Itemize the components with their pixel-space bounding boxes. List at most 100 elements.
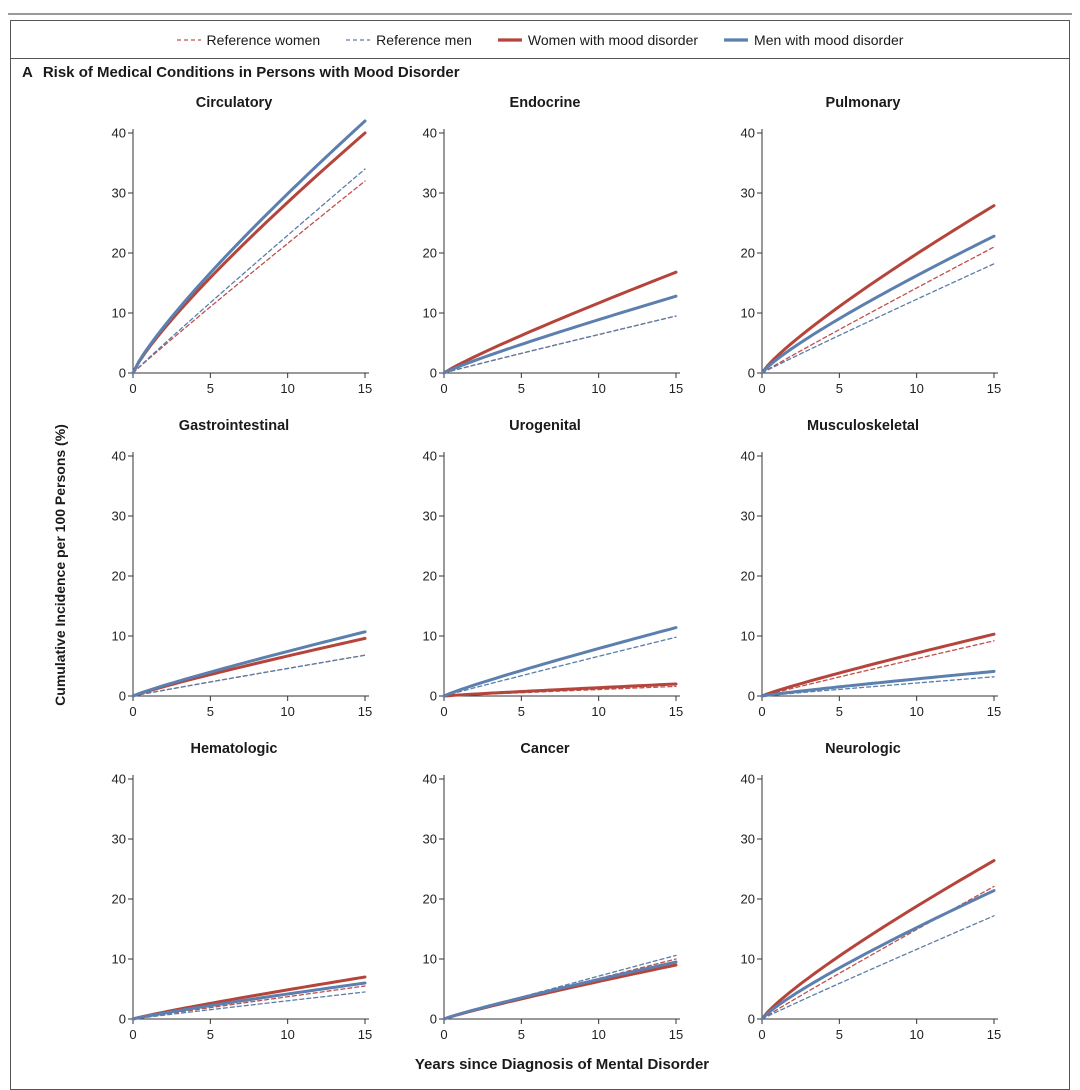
x-tick-label-pulmonary: 15 (987, 381, 1001, 396)
series-line-men-musculoskeletal (760, 669, 996, 698)
x-tick-label-endocrine: 10 (591, 381, 605, 396)
y-tick-label-neurologic: 40 (741, 772, 755, 787)
y-tick-label-urogenital: 40 (423, 449, 437, 464)
x-tick-label-endocrine: 15 (669, 381, 683, 396)
x-tick-label-circulatory: 10 (280, 381, 294, 396)
series-line-women-neurologic (760, 859, 996, 1021)
series-line-men-gastrointestinal (131, 630, 367, 698)
x-tick-label-cancer: 10 (591, 1027, 605, 1042)
series-line-ref-men-urogenital (443, 636, 677, 697)
series-line-women-gastrointestinal (131, 636, 367, 698)
y-tick-label-pulmonary: 0 (748, 366, 755, 381)
series-line-women-musculoskeletal (760, 632, 996, 698)
legend: Reference women Reference men Women with… (0, 28, 1080, 52)
y-tick-label-endocrine: 20 (423, 246, 437, 261)
panel-title-pulmonary: Pulmonary (826, 95, 901, 111)
legend-swatch-women-mood (497, 37, 522, 43)
panel-title-musculoskeletal: Musculoskeletal (807, 418, 919, 434)
series-line-men-endocrine (442, 294, 678, 375)
y-tick-label-cancer: 30 (423, 832, 437, 847)
panel-letter: A (22, 64, 33, 81)
y-tick-label-musculoskeletal: 40 (741, 449, 755, 464)
series-line-ref-men-cancer (443, 954, 677, 1020)
x-tick-label-gastrointestinal: 0 (129, 704, 136, 719)
legend-entry-men-mood: Men with mood disorder (724, 32, 903, 48)
y-tick-label-neurologic: 30 (741, 832, 755, 847)
y-tick-label-endocrine: 10 (423, 306, 437, 321)
y-tick-label-neurologic: 20 (741, 892, 755, 907)
series-line-men-pulmonary (760, 234, 996, 375)
y-tick-label-hematologic: 30 (112, 832, 126, 847)
y-tick-label-urogenital: 0 (430, 689, 437, 704)
x-tick-label-urogenital: 10 (591, 704, 605, 719)
y-tick-label-gastrointestinal: 30 (112, 509, 126, 524)
legend-label-men-mood: Men with mood disorder (754, 32, 904, 48)
y-tick-label-pulmonary: 20 (741, 246, 755, 261)
y-tick-label-musculoskeletal: 20 (741, 569, 755, 584)
x-tick-label-neurologic: 10 (909, 1027, 923, 1042)
panel-title-cancer: Cancer (520, 741, 570, 757)
x-tick-label-gastrointestinal: 10 (280, 704, 294, 719)
y-tick-label-gastrointestinal: 40 (112, 449, 126, 464)
y-tick-label-urogenital: 30 (423, 509, 437, 524)
x-tick-label-pulmonary: 5 (836, 381, 843, 396)
x-tick-label-circulatory: 5 (207, 381, 214, 396)
x-tick-label-musculoskeletal: 0 (758, 704, 765, 719)
y-tick-label-neurologic: 0 (748, 1012, 755, 1027)
top-rule (8, 13, 1072, 15)
panel-title: Risk of Medical Conditions in Persons wi… (42, 64, 460, 81)
legend-label-women-mood: Women with mood disorder (527, 32, 699, 48)
legend-swatch-men-mood (724, 37, 749, 43)
y-tick-label-hematologic: 20 (112, 892, 126, 907)
y-tick-label-gastrointestinal: 0 (119, 689, 126, 704)
x-tick-label-gastrointestinal: 5 (207, 704, 214, 719)
x-tick-label-urogenital: 0 (440, 704, 447, 719)
series-line-men-hematologic (131, 981, 367, 1021)
y-tick-label-urogenital: 10 (423, 629, 437, 644)
series-line-women-urogenital (442, 682, 678, 698)
series-line-women-circulatory (131, 131, 367, 375)
panel-title-circulatory: Circulatory (196, 95, 273, 111)
x-tick-label-neurologic: 5 (836, 1027, 843, 1042)
x-tick-label-musculoskeletal: 5 (836, 704, 843, 719)
legend-entry-reference-women: Reference women (176, 32, 320, 48)
y-tick-label-cancer: 40 (423, 772, 437, 787)
y-tick-label-cancer: 0 (430, 1012, 437, 1027)
y-tick-label-circulatory: 30 (112, 186, 126, 201)
panel-label: A Risk of Medical Conditions in Persons w… (22, 64, 460, 81)
y-tick-label-musculoskeletal: 30 (741, 509, 755, 524)
y-tick-label-neurologic: 10 (741, 952, 755, 967)
legend-label-reference-men: Reference men (376, 32, 472, 48)
series-line-women-endocrine (442, 270, 678, 375)
x-tick-label-pulmonary: 0 (758, 381, 765, 396)
y-tick-label-hematologic: 10 (112, 952, 126, 967)
y-tick-label-pulmonary: 40 (741, 126, 755, 141)
x-tick-label-musculoskeletal: 10 (909, 704, 923, 719)
series-line-women-pulmonary (760, 204, 996, 375)
y-tick-label-hematologic: 40 (112, 772, 126, 787)
x-tick-label-hematologic: 5 (207, 1027, 214, 1042)
x-tick-label-hematologic: 0 (129, 1027, 136, 1042)
y-tick-label-cancer: 10 (423, 952, 437, 967)
legend-swatch-reference-men (346, 37, 371, 43)
y-tick-label-circulatory: 40 (112, 126, 126, 141)
x-tick-label-cancer: 5 (518, 1027, 525, 1042)
series-line-ref-women-musculoskeletal (761, 640, 995, 697)
y-tick-label-circulatory: 0 (119, 366, 126, 381)
series-line-ref-men-musculoskeletal (761, 676, 995, 697)
series-line-men-cancer (442, 960, 678, 1021)
x-tick-label-gastrointestinal: 15 (358, 704, 372, 719)
x-tick-label-cancer: 15 (669, 1027, 683, 1042)
series-line-ref-women-hematologic (132, 985, 366, 1020)
series-line-men-circulatory (131, 119, 367, 375)
series-line-men-urogenital (442, 626, 678, 698)
y-tick-label-musculoskeletal: 10 (741, 629, 755, 644)
x-tick-label-cancer: 0 (440, 1027, 447, 1042)
y-tick-label-circulatory: 20 (112, 246, 126, 261)
legend-divider (10, 58, 1070, 59)
x-tick-label-urogenital: 15 (669, 704, 683, 719)
y-tick-label-urogenital: 20 (423, 569, 437, 584)
y-tick-label-pulmonary: 30 (741, 186, 755, 201)
panel-title-neurologic: Neurologic (825, 741, 901, 757)
